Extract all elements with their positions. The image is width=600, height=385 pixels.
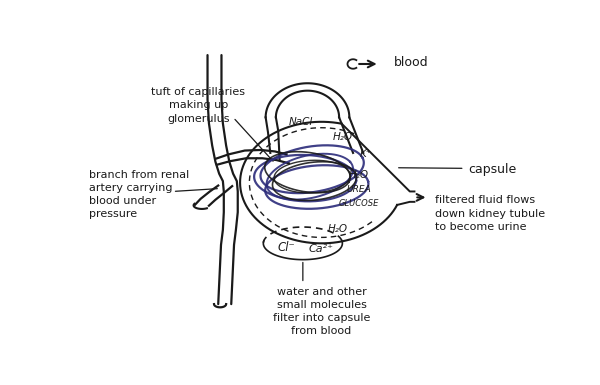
Text: filtered fluid flows
down kidney tubule
to become urine: filtered fluid flows down kidney tubule …	[436, 196, 545, 232]
Text: NaCl: NaCl	[289, 117, 313, 127]
Text: blood: blood	[394, 56, 428, 69]
Text: H₂O: H₂O	[332, 132, 352, 142]
Text: tuft of capillaries
making up
glomerulus: tuft of capillaries making up glomerulus	[151, 87, 245, 124]
Text: water and other
small molecules
filter into capsule
from blood: water and other small molecules filter i…	[273, 287, 370, 336]
Text: H₂O: H₂O	[328, 224, 348, 234]
Text: K⁺: K⁺	[359, 149, 372, 159]
Text: Cl⁻: Cl⁻	[278, 241, 295, 254]
Text: UREA: UREA	[346, 186, 371, 194]
Text: GLUCOSE: GLUCOSE	[338, 199, 379, 208]
Text: Ca²⁺: Ca²⁺	[309, 244, 334, 254]
Text: capsule: capsule	[468, 163, 516, 176]
Text: branch from renal
artery carrying
blood under
pressure: branch from renal artery carrying blood …	[89, 170, 189, 219]
Text: H₂O: H₂O	[349, 170, 368, 180]
